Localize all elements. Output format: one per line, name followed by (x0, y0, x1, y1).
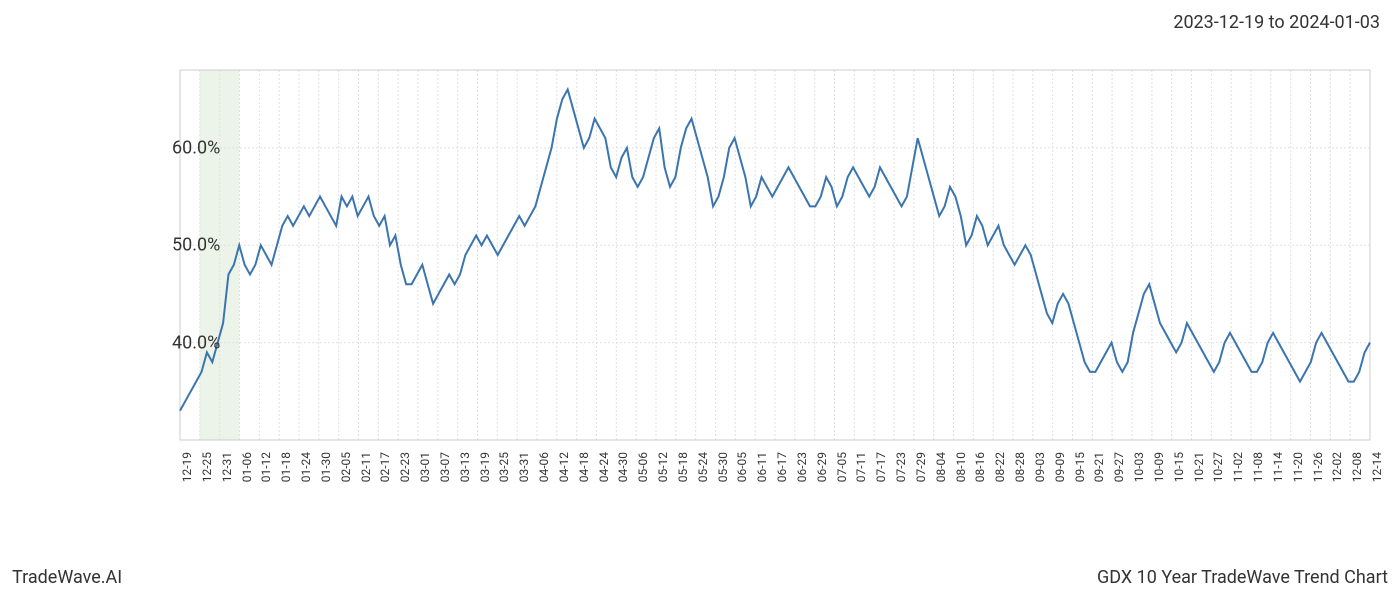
x-tick-label: 03-19 (478, 452, 492, 482)
x-tick-label: 09-09 (1053, 452, 1067, 482)
x-tick-label: 10-03 (1132, 452, 1146, 482)
x-tick-label: 04-06 (537, 452, 551, 482)
x-tick-label: 01-18 (279, 452, 293, 482)
y-tick-label: 50.0% (172, 235, 180, 256)
chart-svg (120, 60, 1380, 500)
x-tick-label: 11-14 (1271, 452, 1285, 482)
x-tick-label: 10-27 (1211, 452, 1225, 482)
x-tick-label: 10-15 (1172, 452, 1186, 482)
x-tick-label: 12-25 (200, 452, 214, 482)
x-tick-label: 02-23 (398, 452, 412, 482)
trend-chart: 40.0% 50.0% 60.0% 12-19 12-25 12-31 01-06 01-1… (120, 60, 1380, 500)
x-tick-label: 09-15 (1073, 452, 1087, 482)
x-tick-label: 08-16 (973, 452, 987, 482)
x-tick-label: 08-28 (1013, 452, 1027, 482)
x-tick-label: 12-14 (1370, 452, 1384, 482)
x-tick-label: 06-29 (815, 452, 829, 482)
x-tick-label: 01-06 (240, 452, 254, 482)
x-tick-label: 10-21 (1192, 452, 1206, 482)
x-tick-label: 06-11 (755, 452, 769, 482)
x-tick-label: 04-12 (557, 452, 571, 482)
y-tick-label: 60.0% (172, 137, 180, 158)
x-tick-label: 01-24 (299, 452, 313, 482)
x-tick-label: 11-26 (1311, 452, 1325, 482)
x-tick-label: 11-02 (1231, 452, 1245, 482)
x-tick-label: 10-09 (1152, 452, 1166, 482)
x-tick-label: 02-11 (359, 452, 373, 482)
date-range-label: 2023-12-19 to 2024-01-03 (1173, 12, 1380, 33)
x-tick-label: 05-30 (716, 452, 730, 482)
x-tick-label: 01-12 (259, 452, 273, 482)
x-tick-label: 03-01 (418, 452, 432, 482)
x-tick-label: 05-24 (696, 452, 710, 482)
footer-brand: TradeWave.AI (12, 567, 122, 588)
x-tick-label: 07-11 (854, 452, 868, 482)
x-tick-label: 06-23 (795, 452, 809, 482)
x-tick-label: 06-05 (735, 452, 749, 482)
x-tick-label: 12-08 (1350, 452, 1364, 482)
x-tick-label: 02-05 (339, 452, 353, 482)
x-tick-label: 11-08 (1251, 452, 1265, 482)
x-tick-label: 02-17 (378, 452, 392, 482)
x-tick-label: 07-17 (874, 452, 888, 482)
x-tick-label: 03-25 (497, 452, 511, 482)
footer-chart-title: GDX 10 Year TradeWave Trend Chart (1097, 567, 1388, 588)
x-tick-label: 05-18 (676, 452, 690, 482)
x-tick-label: 08-04 (934, 452, 948, 482)
x-tick-label: 06-17 (775, 452, 789, 482)
x-tick-label: 01-30 (319, 452, 333, 482)
x-tick-label: 07-05 (835, 452, 849, 482)
x-tick-label: 05-12 (656, 452, 670, 482)
x-tick-label: 12-02 (1330, 452, 1344, 482)
x-tick-label: 07-29 (914, 452, 928, 482)
x-tick-label: 08-22 (993, 452, 1007, 482)
x-tick-label: 05-06 (636, 452, 650, 482)
x-tick-label: 03-07 (438, 452, 452, 482)
x-tick-label: 09-03 (1033, 452, 1047, 482)
x-tick-label: 11-20 (1291, 452, 1305, 482)
x-tick-label: 09-21 (1092, 452, 1106, 482)
x-tick-label: 04-18 (577, 452, 591, 482)
x-tick-label: 09-27 (1112, 452, 1126, 482)
x-tick-label: 03-31 (517, 452, 531, 482)
x-tick-label: 07-23 (894, 452, 908, 482)
x-tick-label: 04-24 (597, 452, 611, 482)
y-tick-label: 40.0% (172, 332, 180, 353)
x-tick-label: 04-30 (616, 452, 630, 482)
x-tick-label: 03-13 (458, 452, 472, 482)
x-tick-label: 12-31 (220, 452, 234, 482)
x-tick-label: 12-19 (180, 452, 194, 482)
x-tick-label: 08-10 (954, 452, 968, 482)
